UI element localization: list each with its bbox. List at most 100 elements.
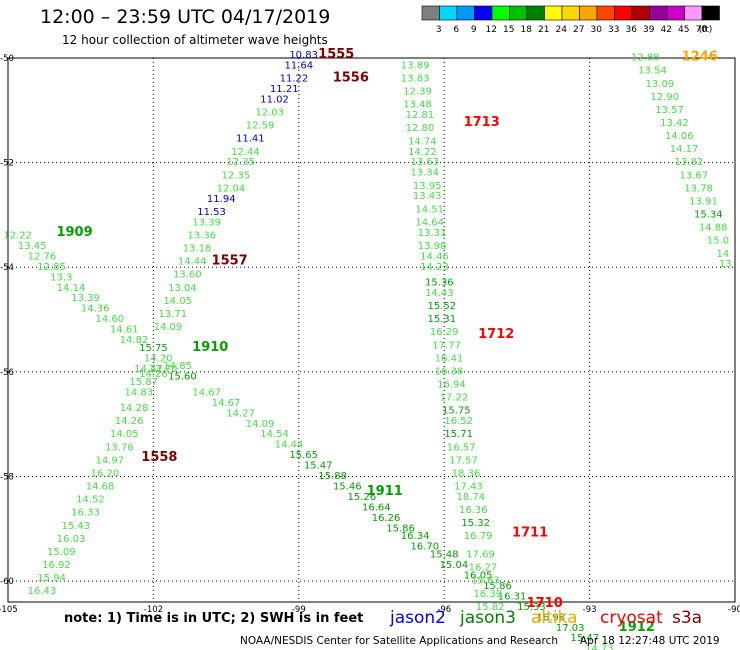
pass-time-label: 1246 bbox=[682, 50, 718, 65]
mission-s3a: s3a bbox=[672, 608, 703, 628]
pass-time-label: 1711 bbox=[512, 526, 548, 541]
swh-value-label: 16.33 bbox=[71, 508, 100, 519]
swh-value-label: 13.71 bbox=[158, 309, 187, 320]
swh-value-label: 16.43 bbox=[28, 586, 57, 597]
swh-value-label: 14.74 bbox=[408, 136, 437, 147]
colorscale-swatch bbox=[509, 5, 528, 21]
swh-value-label: 14.46 bbox=[420, 251, 449, 262]
swh-value-label: 12.88 bbox=[631, 53, 660, 64]
colorscale-label: 12 bbox=[486, 25, 497, 35]
colorscale-swatch bbox=[596, 5, 615, 21]
swh-value-label: 15.86 bbox=[386, 523, 415, 534]
swh-value-label: 12.90 bbox=[650, 92, 679, 103]
swh-value-label: 14.44 bbox=[178, 257, 207, 268]
swh-value-label: 16.03 bbox=[57, 534, 86, 545]
swh-value-label: 15.82 bbox=[476, 602, 505, 613]
swh-value-label: 15.75 bbox=[442, 406, 471, 417]
swh-value-label: 13.42 bbox=[660, 118, 689, 129]
swh-value-label: 13.60 bbox=[173, 270, 202, 281]
swh-value-label: 15.47 bbox=[570, 633, 599, 644]
swh-value-label: 15.43 bbox=[62, 521, 91, 532]
swh-value-label: 12.44 bbox=[231, 147, 260, 158]
swh-value-label: 14.51 bbox=[415, 204, 444, 215]
swh-value-label: 16.31 bbox=[498, 591, 527, 602]
swh-value-label: 14.68 bbox=[86, 482, 115, 493]
swh-value-label: 18.36 bbox=[452, 468, 481, 479]
swh-value-label: 12.85 bbox=[37, 262, 66, 273]
pass-time-label: 1909 bbox=[56, 225, 92, 240]
swh-value-label: 17.03 bbox=[556, 623, 585, 634]
footer-note: note: 1) Time is in UTC; 2) SWH is in fe… bbox=[64, 611, 364, 626]
swh-value-label: 13.67 bbox=[679, 170, 708, 181]
swh-value-label: 12.39 bbox=[403, 87, 432, 98]
swh-value-label: 16.98 bbox=[537, 612, 566, 623]
colorscale-swatch bbox=[491, 5, 510, 21]
colorscale-label: 70 bbox=[696, 25, 708, 35]
swh-value-label: 15.46 bbox=[333, 482, 362, 493]
swh-value-label: 15.26 bbox=[347, 492, 376, 503]
swh-value-label: 13.48 bbox=[403, 100, 432, 111]
lon-tick-label: -105 bbox=[0, 605, 18, 615]
swh-value-label: 16.36 bbox=[459, 505, 488, 516]
swh-value-label: 12.35 bbox=[226, 157, 255, 168]
colorscale-swatch bbox=[631, 5, 650, 21]
swh-value-label: 13.76 bbox=[105, 442, 134, 453]
swh-value-label: 15.60 bbox=[168, 372, 197, 383]
swh-value-label: 16.41 bbox=[435, 353, 464, 364]
swh-value-label: 13.82 bbox=[675, 157, 704, 168]
swh-value-label: 13.57 bbox=[655, 105, 684, 116]
colorscale-label: 30 bbox=[591, 25, 603, 35]
swh-value-label: 13.95 bbox=[413, 181, 442, 192]
swh-value-label: 13.39 bbox=[71, 293, 100, 304]
swh-value-label: 14.36 bbox=[81, 304, 110, 315]
colorscale-swatch bbox=[649, 5, 668, 21]
swh-value-label: 16.20 bbox=[91, 468, 120, 479]
mission-jason3: jason3 bbox=[460, 608, 516, 628]
colorscale-swatch bbox=[439, 5, 458, 21]
swh-value-label: 16.94 bbox=[437, 380, 466, 391]
swh-value-label: 16.64 bbox=[362, 502, 391, 513]
swh-value-label: 11.64 bbox=[284, 60, 313, 71]
lon-tick-label: -102 bbox=[144, 605, 163, 615]
swh-value-label: 10.83 bbox=[289, 50, 318, 61]
swh-value-label: 14.26 bbox=[139, 369, 168, 380]
swh-value-label: 16.05 bbox=[464, 570, 493, 581]
swh-value-label: 13.54 bbox=[638, 66, 667, 77]
swh-value-label: 14.44 bbox=[275, 440, 304, 451]
swh-value-label: 16.29 bbox=[430, 327, 459, 338]
map-title: 12:00 – 23:59 UTC 04/17/2019 bbox=[40, 6, 331, 28]
colorscale-swatch bbox=[544, 5, 563, 21]
swh-value-label: 12.35 bbox=[221, 170, 250, 181]
swh-value-label: 16.39 bbox=[473, 589, 502, 600]
swh-value-label: 15.48 bbox=[430, 550, 459, 561]
swh-value-label: 12.81 bbox=[406, 110, 435, 121]
swh-value-label: 15.52 bbox=[427, 301, 456, 312]
pass-time-label: 1710 bbox=[527, 596, 563, 611]
colorscale-label: 45 bbox=[678, 25, 689, 35]
colorscale-label: 39 bbox=[643, 25, 655, 35]
colorscale-label: 6 bbox=[453, 25, 459, 35]
swh-value-label: 14.47 bbox=[134, 364, 163, 375]
swh-value-label: 12.22 bbox=[3, 230, 32, 241]
swh-value-label: 15.34 bbox=[694, 210, 723, 221]
swh-value-label: 13.43 bbox=[413, 191, 442, 202]
swh-value-label: 14.83 bbox=[125, 387, 154, 398]
swh-value-label: 17.77 bbox=[432, 340, 461, 351]
swh-value-label: 14.20 bbox=[144, 353, 173, 364]
swh-value-label: 17.69 bbox=[466, 550, 495, 561]
swh-value-label: 14.64 bbox=[415, 217, 444, 228]
swh-value-label: 14.88 bbox=[699, 223, 728, 234]
colorscale-swatch bbox=[526, 5, 545, 21]
swh-value-label: 13.36 bbox=[188, 230, 217, 241]
swh-value-label: 16.26 bbox=[372, 513, 401, 524]
colorscale-label: 24 bbox=[556, 25, 568, 35]
swh-value-label: 16.34 bbox=[401, 531, 430, 542]
pass-time-label: 1713 bbox=[464, 115, 500, 130]
swh-value-label: 13.78 bbox=[684, 183, 713, 194]
swh-value-label: 11.22 bbox=[280, 74, 309, 85]
colorscale-swatch bbox=[684, 5, 703, 21]
swh-value-label: 15.86 bbox=[483, 581, 512, 592]
swh-value-label: 14.05 bbox=[163, 296, 192, 307]
colorscale-label: 15 bbox=[503, 25, 514, 35]
swh-value-label: 12.76 bbox=[28, 251, 57, 262]
